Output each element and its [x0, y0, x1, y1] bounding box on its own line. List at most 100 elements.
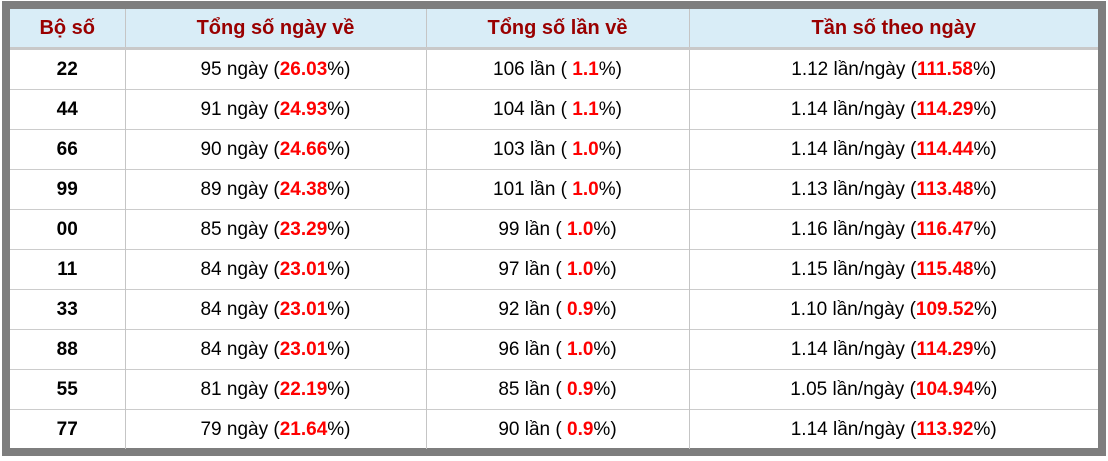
days-percent: 24.38	[279, 178, 328, 200]
pair-cell: 44	[10, 89, 125, 130]
times-percent: 1.1	[572, 98, 599, 120]
freq-text: 1.14 lần/ngày (	[790, 418, 917, 440]
freq-suffix: %)	[973, 258, 997, 280]
days-percent: 23.01	[279, 298, 328, 320]
times-suffix: %)	[598, 138, 622, 160]
col-header-total-times: Tổng số lần về	[425, 9, 689, 50]
freq-cell: 1.14 lần/ngày (114.29%)	[688, 329, 1098, 370]
days-percent: 26.03	[279, 58, 328, 80]
days-text: 84 ngày (	[200, 338, 280, 360]
pair-cell: 99	[10, 169, 125, 210]
times-percent: 1.0	[572, 178, 599, 200]
days-cell: 79 ngày (21.64%)	[124, 409, 426, 449]
table-row: 66 90 ngày (24.66%) 103 lần ( 1.0%) 1.14…	[10, 129, 1098, 170]
freq-cell: 1.16 lần/ngày (116.47%)	[688, 209, 1098, 250]
pair-cell: 88	[10, 329, 125, 370]
freq-text: 1.16 lần/ngày (	[790, 218, 917, 240]
days-text: 81 ngày (	[200, 378, 280, 400]
freq-suffix: %)	[973, 178, 997, 200]
days-text: 79 ngày (	[200, 418, 280, 440]
times-suffix: %)	[598, 98, 622, 120]
days-suffix: %)	[327, 218, 351, 240]
days-suffix: %)	[327, 98, 351, 120]
freq-percent: 115.48	[916, 258, 974, 280]
freq-suffix: %)	[973, 138, 997, 160]
days-cell: 84 ngày (23.01%)	[124, 249, 426, 290]
freq-cell: 1.12 lần/ngày (111.58%)	[688, 48, 1098, 90]
freq-suffix: %)	[973, 58, 997, 80]
freq-cell: 1.13 lần/ngày (113.48%)	[688, 169, 1098, 210]
days-suffix: %)	[327, 178, 351, 200]
freq-suffix: %)	[973, 218, 997, 240]
days-cell: 85 ngày (23.29%)	[124, 209, 426, 250]
days-text: 84 ngày (	[200, 258, 280, 280]
table-row: 22 95 ngày (26.03%) 106 lần ( 1.1%) 1.12…	[10, 48, 1098, 90]
days-suffix: %)	[327, 418, 351, 440]
freq-suffix: %)	[973, 418, 997, 440]
times-percent: 0.9	[567, 418, 594, 440]
days-cell: 84 ngày (23.01%)	[124, 329, 426, 370]
table-row: 77 79 ngày (21.64%) 90 lần ( 0.9%) 1.14 …	[10, 409, 1098, 449]
times-cell: 96 lần ( 1.0%)	[425, 329, 689, 370]
days-cell: 91 ngày (24.93%)	[124, 89, 426, 130]
pair-cell: 33	[10, 289, 125, 330]
table-row: 00 85 ngày (23.29%) 99 lần ( 1.0%) 1.16 …	[10, 209, 1098, 250]
days-text: 90 ngày (	[200, 138, 280, 160]
times-text: 101 lần (	[493, 178, 573, 200]
freq-percent: 113.92	[916, 418, 974, 440]
freq-cell: 1.10 lần/ngày (109.52%)	[688, 289, 1098, 330]
times-text: 90 lần (	[498, 418, 567, 440]
freq-text: 1.14 lần/ngày (	[790, 138, 917, 160]
freq-text: 1.05 lần/ngày (	[790, 378, 916, 400]
days-percent: 23.29	[279, 218, 328, 240]
days-suffix: %)	[327, 378, 351, 400]
table-row: 55 81 ngày (22.19%) 85 lần ( 0.9%) 1.05 …	[10, 369, 1098, 410]
times-suffix: %)	[593, 218, 617, 240]
times-suffix: %)	[593, 418, 617, 440]
times-percent: 0.9	[567, 298, 594, 320]
freq-cell: 1.14 lần/ngày (114.29%)	[688, 89, 1098, 130]
times-text: 85 lần (	[498, 378, 567, 400]
times-percent: 1.0	[572, 138, 599, 160]
times-suffix: %)	[598, 178, 622, 200]
times-text: 103 lần (	[493, 138, 573, 160]
days-cell: 81 ngày (22.19%)	[124, 369, 426, 410]
pair-cell: 00	[10, 209, 125, 250]
times-cell: 85 lần ( 0.9%)	[425, 369, 689, 410]
freq-text: 1.13 lần/ngày (	[790, 178, 917, 200]
times-cell: 90 lần ( 0.9%)	[425, 409, 689, 449]
freq-text: 1.15 lần/ngày (	[790, 258, 917, 280]
times-cell: 97 lần ( 1.0%)	[425, 249, 689, 290]
table-header-row: Bộ số Tổng số ngày về Tổng số lần về Tần…	[10, 9, 1098, 50]
pair-cell: 66	[10, 129, 125, 170]
days-cell: 89 ngày (24.38%)	[124, 169, 426, 210]
days-percent: 21.64	[279, 418, 328, 440]
days-percent: 23.01	[279, 258, 328, 280]
times-cell: 101 lần ( 1.0%)	[425, 169, 689, 210]
freq-suffix: %)	[973, 338, 997, 360]
times-cell: 99 lần ( 1.0%)	[425, 209, 689, 250]
times-suffix: %)	[593, 298, 617, 320]
freq-cell: 1.14 lần/ngày (114.44%)	[688, 129, 1098, 170]
times-percent: 1.0	[567, 218, 594, 240]
times-text: 96 lần (	[498, 338, 567, 360]
freq-suffix: %)	[973, 98, 997, 120]
days-cell: 90 ngày (24.66%)	[124, 129, 426, 170]
times-cell: 103 lần ( 1.0%)	[425, 129, 689, 170]
freq-percent: 104.94	[915, 378, 975, 400]
days-suffix: %)	[327, 258, 351, 280]
pair-cell: 22	[56, 58, 78, 80]
times-suffix: %)	[593, 378, 617, 400]
freq-percent: 114.29	[916, 338, 974, 360]
freq-suffix: %)	[974, 298, 998, 320]
days-text: 85 ngày (	[200, 218, 280, 240]
freq-suffix: %)	[974, 378, 998, 400]
times-text: 92 lần (	[498, 298, 567, 320]
days-percent: 22.19	[279, 378, 328, 400]
days-suffix: %)	[327, 138, 351, 160]
freq-percent: 109.52	[915, 298, 975, 320]
times-text: 97 lần (	[498, 258, 567, 280]
freq-cell: 1.14 lần/ngày (113.92%)	[688, 409, 1098, 449]
days-suffix: %)	[327, 58, 351, 80]
